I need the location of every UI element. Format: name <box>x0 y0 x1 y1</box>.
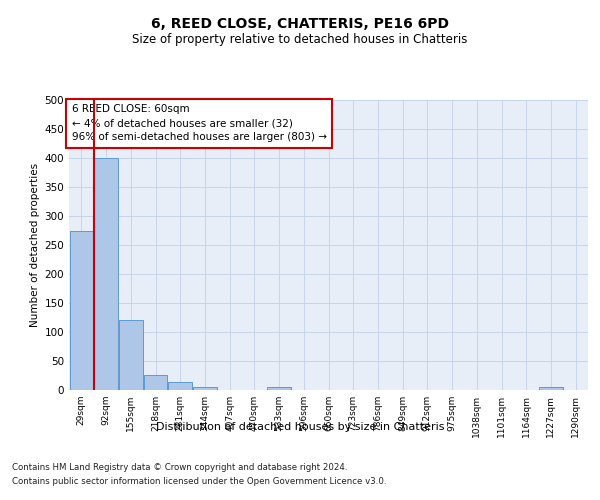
Bar <box>539 387 563 390</box>
Text: Size of property relative to detached houses in Chatteris: Size of property relative to detached ho… <box>133 32 467 46</box>
Bar <box>94 158 118 390</box>
Bar <box>144 375 167 390</box>
Text: 6, REED CLOSE, CHATTERIS, PE16 6PD: 6, REED CLOSE, CHATTERIS, PE16 6PD <box>151 18 449 32</box>
Bar <box>169 382 192 390</box>
Bar <box>70 230 93 390</box>
Bar <box>193 387 217 390</box>
Text: Distribution of detached houses by size in Chatteris: Distribution of detached houses by size … <box>156 422 444 432</box>
Y-axis label: Number of detached properties: Number of detached properties <box>30 163 40 327</box>
Text: Contains HM Land Registry data © Crown copyright and database right 2024.: Contains HM Land Registry data © Crown c… <box>12 462 347 471</box>
Text: Contains public sector information licensed under the Open Government Licence v3: Contains public sector information licen… <box>12 478 386 486</box>
Bar <box>268 386 291 390</box>
Bar <box>119 320 143 390</box>
Text: 6 REED CLOSE: 60sqm
← 4% of detached houses are smaller (32)
96% of semi-detache: 6 REED CLOSE: 60sqm ← 4% of detached hou… <box>71 104 326 142</box>
